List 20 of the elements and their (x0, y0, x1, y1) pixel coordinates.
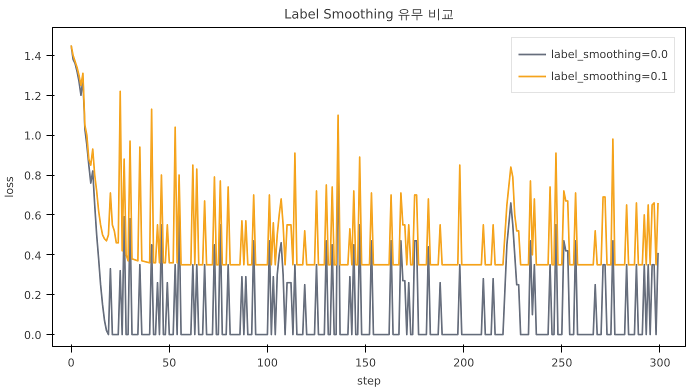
legend-label: label_smoothing=0.0 (550, 48, 668, 60)
y-tick-label: 0.8 (24, 170, 42, 183)
x-tick-label: 150 (355, 356, 376, 370)
y-tick-label: 1.2 (24, 90, 42, 103)
x-tick-label: 100 (256, 356, 278, 370)
y-axis-title: loss (3, 176, 16, 198)
x-tick-label: 250 (551, 356, 572, 370)
y-tick-label: 1.0 (24, 130, 42, 143)
x-axis-title: step (357, 374, 381, 388)
y-tick-label: 0.2 (24, 289, 42, 302)
y-tick-label: 0.4 (24, 249, 42, 262)
y-tick-label: 0.0 (24, 329, 42, 342)
x-tick-label: 50 (162, 356, 176, 370)
x-tick-label: 300 (649, 356, 670, 370)
y-tick-label: 0.6 (24, 209, 42, 222)
chart-title: Label Smoothing 유무 비교 (284, 8, 454, 22)
legend-label: label_smoothing=0.1 (550, 70, 668, 82)
y-tick-label: 1.4 (24, 50, 42, 63)
x-tick-label: 200 (453, 356, 474, 370)
x-tick-label: 0 (68, 356, 75, 370)
